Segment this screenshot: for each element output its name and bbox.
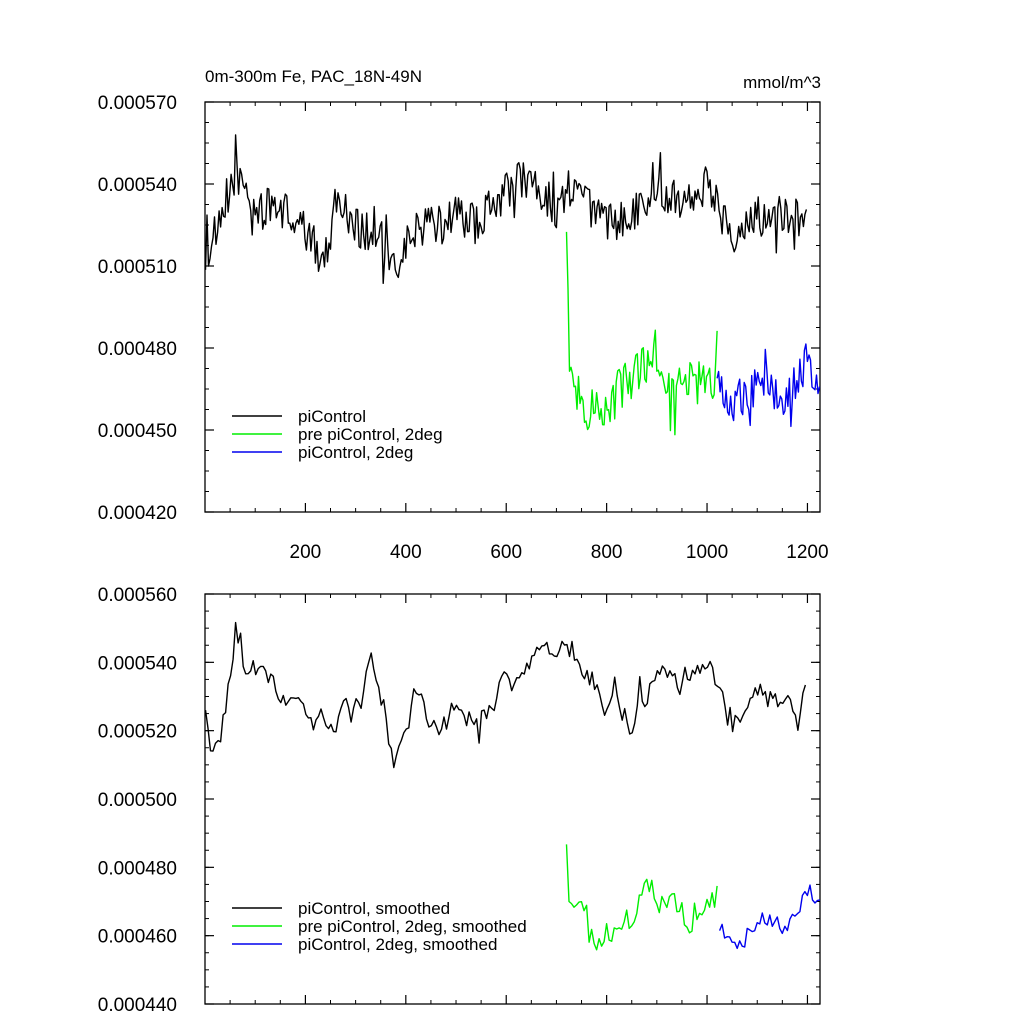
- y-tick-label: 0.000440: [98, 995, 177, 1016]
- x-tick-label: 800: [591, 542, 623, 563]
- series-line-1: [565, 231, 718, 436]
- series-layer: [204, 621, 821, 951]
- legend-label-1: pre piControl, 2deg: [298, 425, 443, 444]
- x-tick-label: 1000: [686, 542, 728, 563]
- y-tick-label: 0.000510: [98, 257, 177, 278]
- legend-label-0: piControl, smoothed: [298, 899, 450, 918]
- legend-label-0: piControl: [298, 407, 366, 426]
- series-line-2: [716, 343, 821, 428]
- series-line-1: [565, 844, 718, 951]
- x-tick-label: 600: [490, 542, 522, 563]
- panel-top: 0m-300m Fe, PAC_18N-49N mmol/m^3 0.00042…: [98, 67, 829, 563]
- y-tick-label: 0.000480: [98, 339, 177, 360]
- y-tick-label: 0.000540: [98, 653, 177, 674]
- x-tick-label: 1200: [786, 542, 828, 563]
- y-tick-label: 0.000570: [98, 93, 177, 114]
- series-line-0: [204, 134, 808, 284]
- y-tick-label: 0.000560: [98, 585, 177, 606]
- series-line-0: [204, 621, 807, 769]
- chart-title: 0m-300m Fe, PAC_18N-49N: [205, 67, 422, 86]
- y-tick-label: 0.000520: [98, 722, 177, 743]
- y-tick-label: 0.000420: [98, 503, 177, 524]
- series-layer: [204, 134, 821, 436]
- x-axis: 200 400 600 800 1000 1200: [229, 102, 829, 563]
- x-tick-label: 200: [290, 542, 322, 563]
- y-axis: 0.000440 0.000460 0.000480 0.000500 0.000520…: [98, 585, 820, 1016]
- y-axis: 0.000420 0.000450 0.000480 0.000510 0.000540…: [98, 93, 820, 524]
- legend-label-1: pre piControl, 2deg, smoothed: [298, 917, 527, 936]
- legend-label-2: piControl, 2deg, smoothed: [298, 935, 497, 954]
- units-label: mmol/m^3: [743, 73, 821, 92]
- y-tick-label: 0.000500: [98, 790, 177, 811]
- y-tick-label: 0.000460: [98, 927, 177, 948]
- y-tick-label: 0.000540: [98, 175, 177, 196]
- x-tick-label: 400: [390, 542, 422, 563]
- y-tick-label: 0.000450: [98, 421, 177, 442]
- y-tick-label: 0.000480: [98, 858, 177, 879]
- panel-bottom: 0.000440 0.000460 0.000480 0.000500 0.000520…: [98, 585, 821, 1016]
- series-line-2: [718, 884, 821, 950]
- x-axis: [229, 594, 809, 1004]
- legend-label-2: piControl, 2deg: [298, 443, 413, 462]
